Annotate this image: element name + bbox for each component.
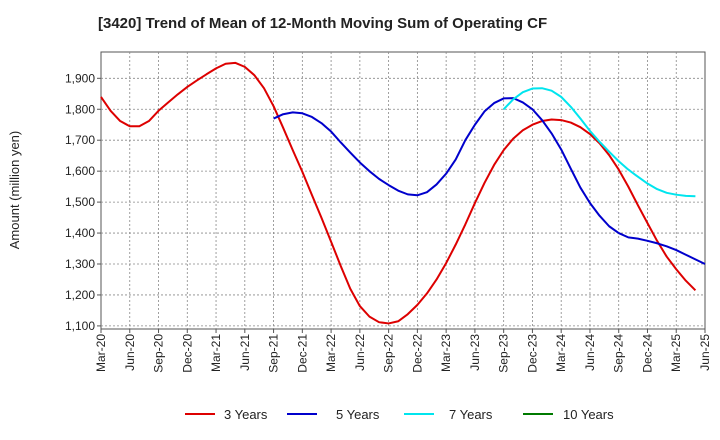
x-tick-label: Dec-20 xyxy=(180,334,194,373)
x-tick-label: Jun-23 xyxy=(468,334,482,371)
legend: 3 Years 5 Years 7 Years 10 Years xyxy=(185,407,614,422)
y-tick-label: 1,100 xyxy=(65,319,95,333)
x-tick-label: Dec-24 xyxy=(640,334,654,373)
x-tick-label: Dec-22 xyxy=(410,334,424,373)
y-tick-label: 1,700 xyxy=(65,133,95,147)
y-tick-label: 1,200 xyxy=(65,288,95,302)
x-tick-label: Mar-20 xyxy=(94,334,108,372)
series-line-7-years xyxy=(502,87,696,198)
legend-label-7-years: 7 Years xyxy=(449,407,493,422)
x-axis-ticks: Mar-20 Jun-20 Sep-20 Dec-20 Mar-21 Jun-21 Sep-… xyxy=(94,329,712,373)
x-tick-label: Sep-21 xyxy=(267,334,281,373)
y-axis-ticks: 1,100 1,200 1,300 1,400 1,500 1,600 1,700 1,800… xyxy=(65,71,101,333)
x-tick-label: Jun-20 xyxy=(123,334,137,371)
x-tick-label: Mar-21 xyxy=(209,334,223,372)
y-tick-label: 1,300 xyxy=(65,257,95,271)
y-tick-label: 1,800 xyxy=(65,102,95,116)
x-tick-label: Mar-23 xyxy=(439,334,453,372)
x-tick-label: Dec-21 xyxy=(295,334,309,373)
y-axis-label: Amount (million yen) xyxy=(7,131,22,250)
series-lines xyxy=(100,61,706,325)
x-tick-label: Sep-22 xyxy=(382,334,396,373)
y-tick-label: 1,500 xyxy=(65,195,95,209)
legend-label-10-years: 10 Years xyxy=(563,407,614,422)
plot-area xyxy=(100,51,706,330)
x-tick-label: Jun-24 xyxy=(583,334,597,371)
x-tick-label: Jun-22 xyxy=(353,334,367,371)
x-tick-label: Sep-23 xyxy=(497,334,511,373)
legend-label-3-years: 3 Years xyxy=(224,407,268,422)
x-tick-label: Jun-21 xyxy=(238,334,252,371)
x-tick-label: Sep-20 xyxy=(152,334,166,373)
legend-label-5-years: 5 Years xyxy=(336,407,380,422)
series-line-3-years xyxy=(100,61,697,325)
x-tick-label: Mar-25 xyxy=(669,334,683,372)
chart-title: [3420] Trend of Mean of 12-Month Moving … xyxy=(98,15,547,32)
y-tick-label: 1,900 xyxy=(65,71,95,85)
x-tick-label: Mar-24 xyxy=(554,334,568,372)
x-tick-label: Dec-23 xyxy=(525,334,539,373)
series-line-5-years xyxy=(273,97,706,265)
x-tick-label: Mar-22 xyxy=(324,334,338,372)
x-tick-label: Jun-25 xyxy=(698,334,712,371)
x-tick-label: Sep-24 xyxy=(612,334,626,373)
y-tick-label: 1,400 xyxy=(65,226,95,240)
y-tick-label: 1,600 xyxy=(65,164,95,178)
